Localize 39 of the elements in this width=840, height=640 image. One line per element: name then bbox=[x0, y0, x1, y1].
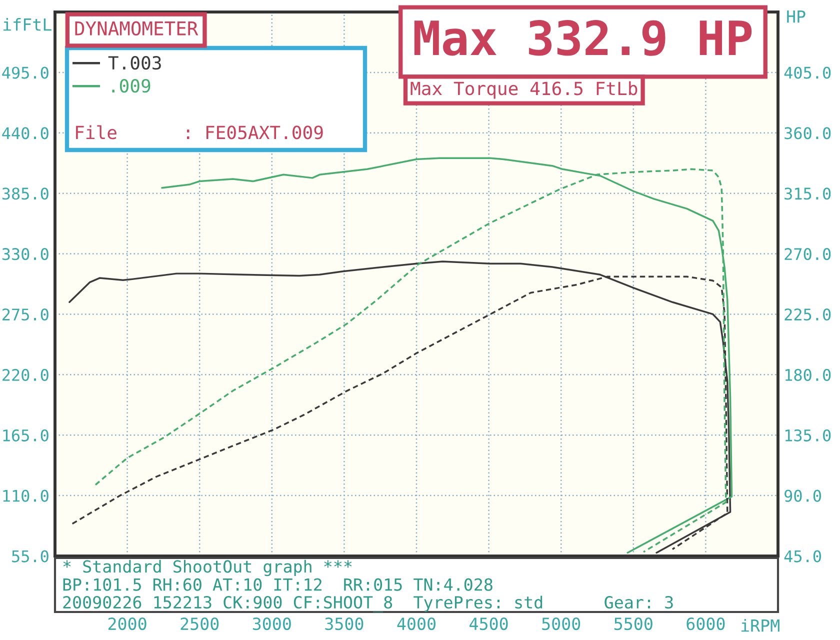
x-tick-label: 2500 bbox=[180, 617, 219, 630]
y2-tick-label: 315.0 bbox=[784, 188, 831, 200]
y-tick-label: 330.0 bbox=[2, 248, 48, 260]
text: 20090226 152213 CK:900 CF:SHOOT_8 TyrePres: std Gear: 3 bbox=[63, 596, 673, 612]
x-tick-label: 5000 bbox=[542, 617, 580, 630]
x-tick-label: 3500 bbox=[325, 617, 364, 630]
y2-tick-label: 360.0 bbox=[784, 127, 831, 140]
annotation: Max Torque 416.5 FtLb bbox=[410, 81, 638, 99]
y-tick-label: 275.0 bbox=[2, 308, 48, 321]
y2-tick-label: 180.0 bbox=[785, 368, 831, 382]
y-tick-label: 385.0 bbox=[2, 188, 48, 200]
y-tick-label: 495.0 bbox=[2, 66, 48, 79]
legend-label: T.003 bbox=[108, 56, 161, 70]
y2-tick-label: 405.0 bbox=[784, 66, 831, 79]
y-tick-label: 440.0 bbox=[2, 127, 48, 140]
x-tick-label: 6000 bbox=[686, 617, 725, 630]
legend-label: .009 bbox=[112, 79, 150, 93]
x-tick-label: 3000 bbox=[252, 617, 291, 630]
y-tick-label: 110.0 bbox=[3, 490, 48, 502]
y2-tick-label: 45.0 bbox=[784, 550, 821, 562]
text: * Standard ShootOut graph *** bbox=[63, 560, 352, 576]
y2-tick-label: 90.0 bbox=[784, 490, 821, 502]
y-tick-label: 220.0 bbox=[2, 368, 48, 382]
x-tick-label: 2000 bbox=[108, 617, 146, 630]
y2-axis-title: HP bbox=[787, 10, 806, 23]
y2-tick-label: 270.0 bbox=[784, 248, 831, 260]
annotation: File : FE05AXT.009 bbox=[76, 125, 323, 140]
x-tick-label: 4500 bbox=[470, 617, 508, 630]
chart-title: DYNAMOMETER bbox=[75, 21, 198, 36]
x-tick-label: 5500 bbox=[614, 617, 652, 630]
y-axis-title: ifFtL bbox=[3, 18, 52, 31]
y-tick-label: 55.0 bbox=[12, 550, 48, 562]
y2-tick-label: 135.0 bbox=[785, 429, 831, 442]
x-tick-label: 4000 bbox=[397, 617, 436, 630]
x-axis-title: iRPM bbox=[741, 618, 780, 632]
y2-tick-label: 225.0 bbox=[784, 308, 831, 321]
text: BP:101.5 RH:60 AT:10 IT:12 RR:015 TN:4.028 bbox=[63, 578, 492, 591]
annotation: Max 332.9 HP bbox=[414, 20, 752, 56]
y-tick-label: 165.0 bbox=[3, 429, 48, 442]
